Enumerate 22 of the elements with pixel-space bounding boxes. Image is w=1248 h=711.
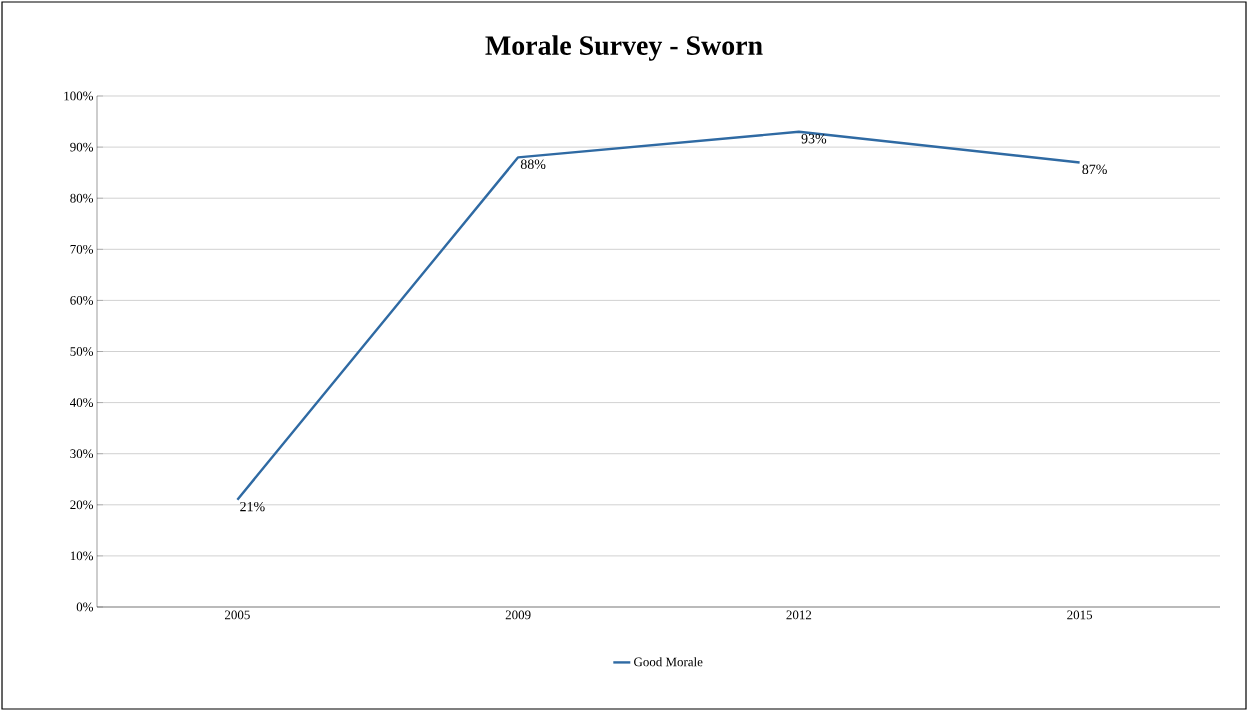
- y-tick-label: 60%: [70, 296, 94, 305]
- y-tick-label: 70%: [70, 244, 94, 254]
- chart-title: Morale Survey - Sworn: [485, 35, 763, 61]
- y-tick-label: 50%: [70, 347, 94, 356]
- data-label: 21%: [240, 501, 265, 512]
- line-series: [236, 130, 1081, 501]
- x-tick-label: 2015: [1067, 610, 1093, 620]
- y-tick-label: 20%: [70, 500, 94, 510]
- x-tick-label: 2012: [786, 610, 812, 620]
- y-tick-label: 0%: [76, 602, 94, 612]
- data-label: 93%: [801, 133, 827, 144]
- legend-label: Good Morale: [634, 657, 703, 667]
- y-tick-label: 30%: [70, 449, 94, 459]
- data-label: 87%: [1082, 164, 1107, 175]
- y-tick-label: 10%: [70, 551, 94, 561]
- y-tick-label: 40%: [70, 398, 94, 407]
- x-tick-label: 2005: [224, 610, 250, 620]
- data-label: 88%: [520, 159, 546, 169]
- x-tick-label: 2009: [505, 610, 531, 620]
- y-tick-label: 100%: [64, 91, 94, 101]
- y-tick-label: 90%: [70, 142, 94, 152]
- y-tick-label: 80%: [70, 193, 94, 203]
